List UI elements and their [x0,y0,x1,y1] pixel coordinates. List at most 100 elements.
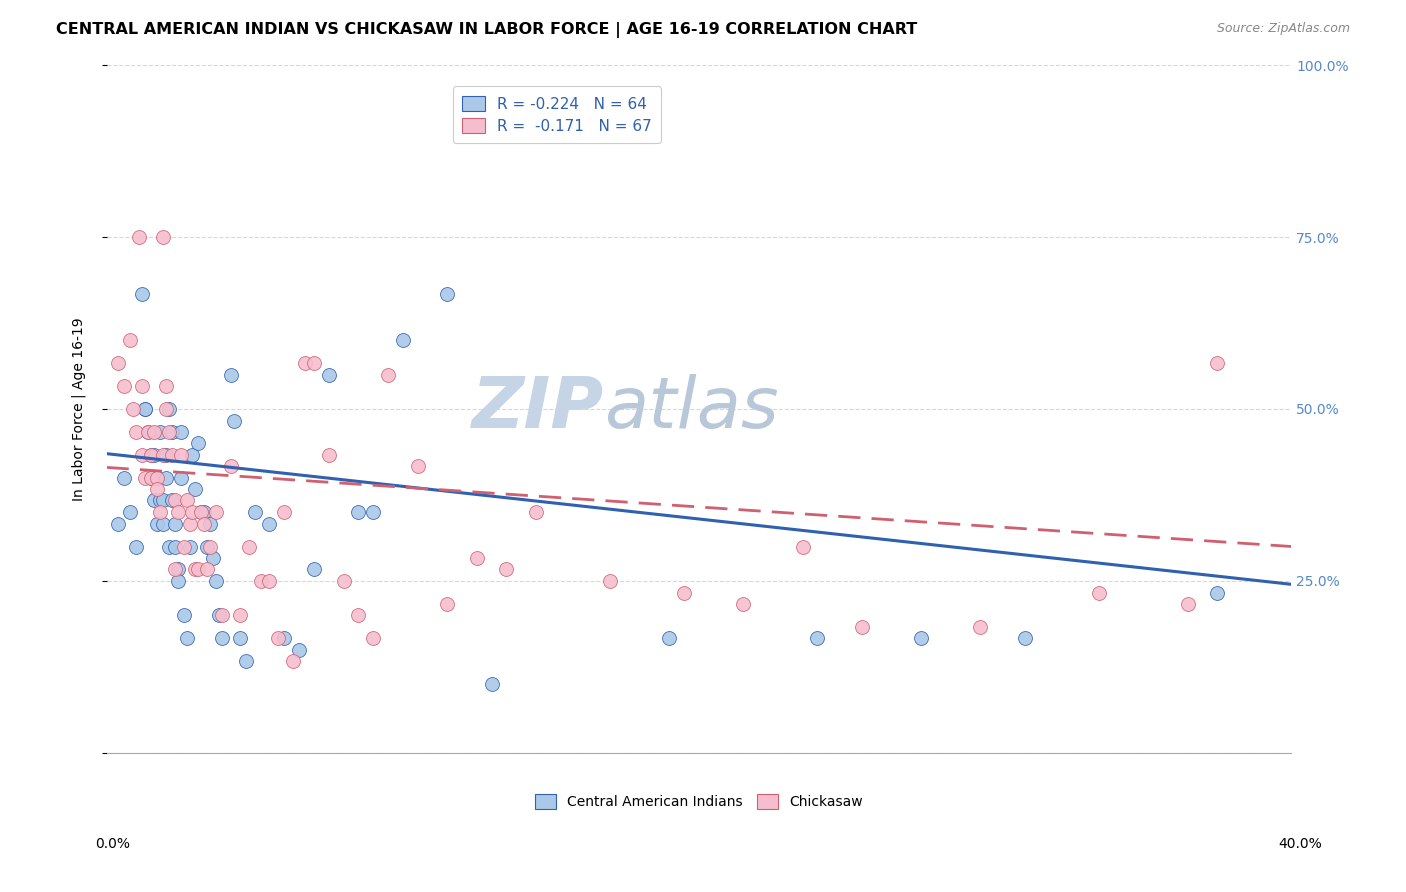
Point [173,540,195,554]
Point [229,631,252,645]
Point [112,379,135,393]
Point [347,505,370,519]
Point [155,471,177,485]
Point [157,425,180,439]
Point [187,436,209,450]
Point [157,401,180,416]
Point [211,631,233,645]
Point [152,516,174,531]
Point [391,333,413,347]
Point [166,562,188,576]
Point [146,471,169,485]
Point [160,448,183,462]
Point [125,540,148,554]
Point [139,471,162,485]
Point [219,458,242,473]
Point [1206,585,1229,599]
Point [211,608,233,623]
Point [149,493,172,508]
Text: 40.0%: 40.0% [1278,837,1322,851]
Point [134,471,156,485]
Point [143,448,166,462]
Point [128,230,150,244]
Point [229,608,252,623]
Point [238,540,260,554]
Point [173,608,195,623]
Point [122,401,145,416]
Point [136,425,159,439]
Text: ZIP: ZIP [472,375,605,443]
Point [288,642,311,657]
Point [273,631,295,645]
Point [149,425,172,439]
Point [249,574,271,588]
Point [155,379,177,393]
Point [107,516,129,531]
Point [139,448,162,462]
Text: 0.0%: 0.0% [96,837,131,851]
Point [205,574,228,588]
Point [146,483,169,497]
Point [361,505,384,519]
Point [131,379,153,393]
Point [166,505,188,519]
Point [332,574,354,588]
Point [187,562,209,576]
Point [302,356,325,370]
Point [181,505,204,519]
Point [294,356,316,370]
Point [436,287,458,301]
Point [143,493,166,508]
Point [465,551,488,566]
Point [131,287,153,301]
Point [283,654,305,668]
Point [259,574,281,588]
Point [195,540,218,554]
Point [205,505,228,519]
Point [524,505,547,519]
Point [259,516,281,531]
Point [910,631,932,645]
Point [155,448,177,462]
Point [1014,631,1036,645]
Point [163,516,186,531]
Point [969,620,991,634]
Y-axis label: In Labor Force | Age 16-19: In Labor Force | Age 16-19 [72,318,86,500]
Point [112,471,135,485]
Point [273,505,295,519]
Point [146,516,169,531]
Point [733,597,755,611]
Point [495,562,517,576]
Point [190,505,212,519]
Point [208,608,231,623]
Point [163,562,186,576]
Point [219,368,242,382]
Point [176,631,198,645]
Point [222,414,245,428]
Point [235,654,257,668]
Point [169,425,191,439]
Point [120,505,142,519]
Point [152,493,174,508]
Point [195,562,218,576]
Point [658,631,681,645]
Point [806,631,828,645]
Point [169,471,191,485]
Point [792,540,814,554]
Point [157,540,180,554]
Point [139,448,162,462]
Point [179,540,201,554]
Point [169,448,191,462]
Point [406,458,429,473]
Text: atlas: atlas [605,375,779,443]
Point [318,448,340,462]
Point [163,540,186,554]
Point [243,505,266,519]
Point [190,505,212,519]
Point [347,608,370,623]
Point [131,448,153,462]
Point [152,230,174,244]
Point [481,677,503,691]
Point [436,597,458,611]
Point [181,448,204,462]
